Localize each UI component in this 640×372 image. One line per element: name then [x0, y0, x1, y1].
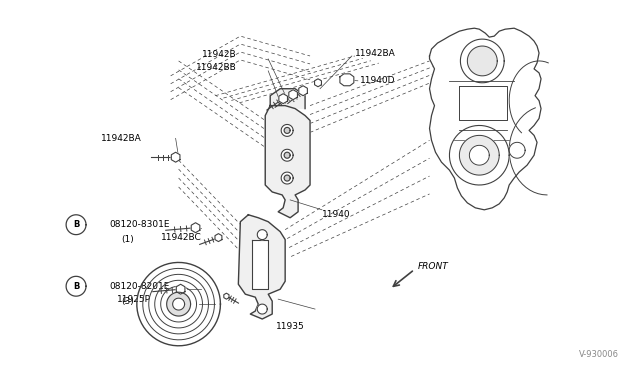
Polygon shape [449, 125, 509, 185]
Polygon shape [299, 86, 307, 96]
Polygon shape [460, 39, 504, 83]
Polygon shape [66, 215, 86, 235]
Polygon shape [257, 304, 268, 314]
Polygon shape [155, 280, 202, 328]
Text: 11942BA: 11942BA [355, 48, 396, 58]
Polygon shape [257, 230, 268, 240]
Text: 11935: 11935 [276, 323, 305, 331]
Polygon shape [252, 240, 268, 289]
Polygon shape [176, 284, 185, 294]
Polygon shape [137, 262, 220, 346]
Polygon shape [215, 234, 222, 241]
Text: 08120-8201E: 08120-8201E [109, 282, 170, 291]
Polygon shape [191, 223, 200, 232]
Text: 11925P: 11925P [116, 295, 151, 304]
Polygon shape [148, 274, 209, 334]
Text: 11940D: 11940D [360, 76, 396, 85]
Polygon shape [161, 286, 196, 322]
Polygon shape [224, 293, 229, 299]
Polygon shape [281, 125, 293, 137]
Polygon shape [289, 90, 298, 100]
Text: V-930006: V-930006 [579, 350, 619, 359]
Polygon shape [143, 268, 214, 340]
Polygon shape [284, 128, 290, 134]
Polygon shape [314, 79, 321, 87]
Polygon shape [340, 74, 354, 86]
Polygon shape [279, 94, 287, 104]
Text: 11940: 11940 [322, 210, 351, 219]
Polygon shape [166, 292, 191, 316]
Text: (3): (3) [121, 296, 134, 306]
Polygon shape [460, 86, 507, 121]
Polygon shape [265, 106, 310, 218]
Text: FRONT: FRONT [417, 262, 449, 271]
Text: 08120-8301E: 08120-8301E [109, 220, 170, 229]
Polygon shape [460, 135, 499, 175]
Polygon shape [281, 149, 293, 161]
Polygon shape [281, 172, 293, 184]
Text: B: B [73, 220, 79, 229]
Polygon shape [284, 175, 290, 181]
Polygon shape [429, 28, 541, 210]
Text: B: B [73, 282, 79, 291]
Polygon shape [467, 46, 497, 76]
Text: 11942BB: 11942BB [196, 63, 236, 73]
Polygon shape [270, 89, 305, 109]
Polygon shape [66, 276, 86, 296]
Text: 11942B: 11942B [202, 51, 236, 60]
Text: (1): (1) [121, 235, 134, 244]
Polygon shape [172, 152, 180, 162]
Text: 11942BC: 11942BC [161, 233, 202, 242]
Polygon shape [173, 298, 184, 310]
Text: 11942BA: 11942BA [101, 134, 141, 143]
Polygon shape [509, 142, 525, 158]
Polygon shape [469, 145, 489, 165]
Polygon shape [284, 152, 290, 158]
Polygon shape [238, 215, 285, 319]
